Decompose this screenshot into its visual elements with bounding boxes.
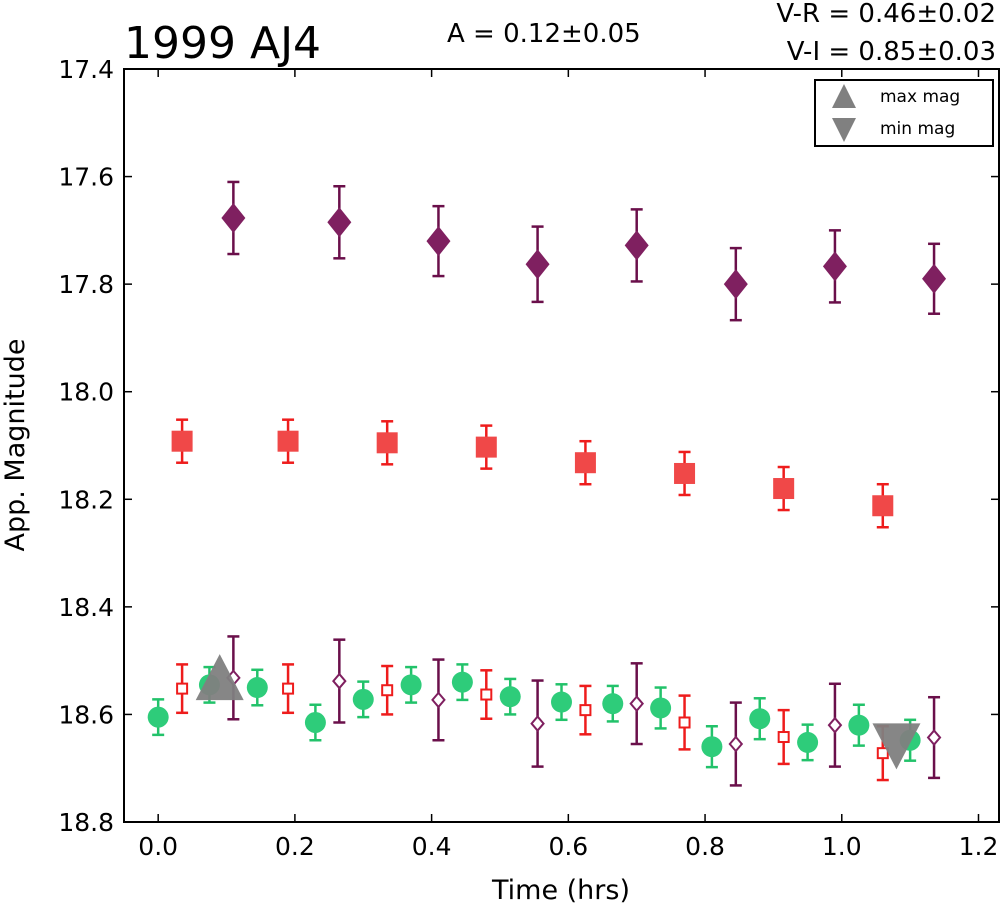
data-point-circle <box>499 686 521 708</box>
series-diamond-filled-0 <box>221 180 947 322</box>
data-point-circle <box>352 688 374 710</box>
data-point-circle <box>246 677 268 699</box>
data-point-diamond <box>629 695 645 713</box>
color-vi-annotation: V-I = 0.85±0.03 <box>787 37 996 67</box>
x-tick-label: 1.2 <box>959 832 999 861</box>
data-point-square <box>872 495 894 517</box>
data-point-diamond <box>926 729 942 747</box>
legend-max-mag-marker <box>832 84 856 108</box>
data-point-square <box>376 432 398 454</box>
data-point-circle <box>650 697 672 719</box>
data-point-circle <box>701 736 723 758</box>
data-point-diamond <box>728 735 744 753</box>
data-point-diamond <box>431 691 446 709</box>
data-point-circle <box>749 708 771 730</box>
x-tick-label: 1.0 <box>822 832 862 861</box>
data-point-circle <box>451 671 473 693</box>
data-layer <box>147 180 947 787</box>
data-point-circle <box>304 711 326 733</box>
data-point-diamond <box>332 672 347 690</box>
x-tick-label: 0.8 <box>685 832 725 861</box>
data-point-square <box>579 704 592 717</box>
y-tick-label: 17.8 <box>58 270 114 299</box>
y-tick-label: 18.2 <box>58 485 114 514</box>
data-point-diamond <box>922 263 947 294</box>
data-point-square <box>176 682 189 695</box>
y-axis-label: App. Magnitude <box>0 339 31 552</box>
series-circle-filled-2 <box>147 663 921 769</box>
data-point-circle <box>551 691 572 713</box>
color-vr-annotation: V-R = 0.46±0.02 <box>776 0 996 29</box>
series-diamond-open-4 <box>226 635 942 787</box>
data-point-diamond <box>827 716 843 734</box>
series-square-filled-1 <box>171 418 894 529</box>
legend-min-mag-marker <box>832 118 856 142</box>
data-point-diamond <box>327 207 352 238</box>
chart-title: 1999 AJ4 <box>124 18 321 69</box>
data-point-square <box>171 430 193 452</box>
data-point-diamond <box>624 230 649 261</box>
data-point-circle <box>147 706 169 728</box>
y-tick-label: 18.0 <box>58 378 114 407</box>
x-tick-label: 0.2 <box>275 832 315 861</box>
legend: max mag min mag <box>814 79 994 147</box>
data-point-circle <box>797 731 819 753</box>
y-tick-label: 18.8 <box>58 808 114 837</box>
data-point-square <box>480 688 493 701</box>
data-point-circle <box>602 693 624 715</box>
data-point-diamond <box>723 269 748 300</box>
y-tick-label: 17.6 <box>58 163 114 192</box>
data-point-square <box>876 747 889 760</box>
x-axis-label: Time (hrs) <box>491 875 630 904</box>
y-tick-label: 17.4 <box>58 55 114 84</box>
data-point-square <box>381 684 394 697</box>
data-point-circle <box>848 714 870 736</box>
amplitude-annotation: A = 0.12±0.05 <box>447 19 641 49</box>
y-tick-label: 18.6 <box>58 700 114 729</box>
data-point-square <box>773 478 795 500</box>
data-point-square <box>475 436 497 458</box>
series-square-open-3 <box>176 663 889 782</box>
max-mag-marker <box>195 654 244 701</box>
x-tick-label: 0.4 <box>412 832 452 861</box>
data-point-diamond <box>822 251 847 282</box>
x-tick-label: 0.6 <box>548 832 588 861</box>
data-point-diamond <box>221 202 246 233</box>
y-tick-label: 18.4 <box>58 593 114 622</box>
data-point-square <box>574 452 596 474</box>
data-point-diamond <box>426 226 451 257</box>
data-point-diamond <box>525 249 550 280</box>
data-point-square <box>678 716 691 729</box>
data-point-circle <box>400 674 422 696</box>
data-point-square <box>674 462 696 484</box>
data-point-square <box>282 682 295 695</box>
data-point-square <box>777 731 790 744</box>
plot-frame <box>123 68 1000 823</box>
min-mag-marker <box>872 723 921 770</box>
data-point-diamond <box>530 715 545 733</box>
legend-min-mag-label: min mag <box>880 119 955 139</box>
legend-max-mag-label: max mag <box>880 87 960 107</box>
data-point-square <box>277 430 299 452</box>
axis-layer: 0.0 0.2 0.4 0.6 0.8 1.0 1.2 17.4 17.6 17.8 18.0 18.… <box>58 55 999 861</box>
x-tick-label: 0.0 <box>138 832 178 861</box>
